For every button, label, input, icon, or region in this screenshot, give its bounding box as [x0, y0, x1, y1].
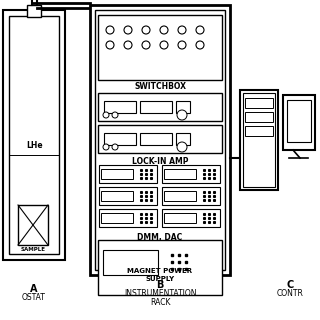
Circle shape	[103, 112, 109, 118]
Text: B: B	[156, 280, 164, 290]
Bar	[98, 240, 222, 295]
Bar	[283, 95, 315, 150]
Bar	[18, 205, 48, 245]
Bar	[99, 165, 157, 183]
Bar	[245, 126, 273, 136]
Circle shape	[106, 26, 114, 34]
Bar	[90, 5, 230, 275]
Circle shape	[142, 26, 150, 34]
Text: INSTRUMENTATION: INSTRUMENTATION	[124, 289, 196, 298]
Circle shape	[177, 110, 187, 120]
Bar	[164, 169, 196, 179]
Bar	[140, 101, 172, 113]
Circle shape	[160, 41, 168, 49]
Text: SAMPLE: SAMPLE	[20, 247, 45, 252]
Bar	[104, 101, 136, 113]
Bar	[99, 187, 157, 205]
Bar	[176, 133, 190, 145]
Text: SWITCHBOX: SWITCHBOX	[134, 82, 186, 91]
Text: DMM, DAC: DMM, DAC	[137, 233, 183, 242]
Bar	[245, 98, 273, 108]
Circle shape	[124, 41, 132, 49]
Text: SUPPLY: SUPPLY	[145, 276, 175, 282]
Bar	[162, 165, 220, 183]
Text: A: A	[30, 284, 38, 294]
Bar	[104, 133, 136, 145]
Circle shape	[142, 41, 150, 49]
Circle shape	[178, 41, 186, 49]
Bar	[162, 187, 220, 205]
Bar	[98, 15, 222, 80]
Text: LOCK-IN AMP: LOCK-IN AMP	[132, 157, 188, 166]
Bar	[98, 125, 222, 153]
Text: MAGNET POWER: MAGNET POWER	[127, 268, 193, 274]
Circle shape	[112, 112, 118, 118]
Text: RACK: RACK	[150, 298, 170, 307]
Bar	[245, 112, 273, 122]
Text: OSTAT: OSTAT	[22, 293, 46, 302]
Bar	[9, 16, 59, 254]
Circle shape	[124, 26, 132, 34]
Bar	[101, 169, 133, 179]
Bar	[162, 209, 220, 227]
Bar	[101, 213, 133, 223]
Bar	[3, 10, 65, 260]
Bar	[176, 101, 190, 113]
Text: LHe: LHe	[27, 141, 43, 150]
Text: CONTR: CONTR	[276, 289, 303, 298]
Bar	[98, 93, 222, 121]
Circle shape	[160, 26, 168, 34]
Circle shape	[196, 41, 204, 49]
Bar	[99, 209, 157, 227]
Bar	[240, 90, 278, 190]
Circle shape	[106, 41, 114, 49]
Text: C: C	[286, 280, 294, 290]
Bar	[101, 191, 133, 201]
Bar	[27, 5, 41, 17]
Circle shape	[112, 144, 118, 150]
Bar	[103, 250, 158, 275]
Bar	[243, 93, 275, 187]
Bar	[140, 133, 172, 145]
Circle shape	[178, 26, 186, 34]
Bar	[95, 10, 225, 270]
Circle shape	[177, 142, 187, 152]
Circle shape	[103, 144, 109, 150]
Circle shape	[196, 26, 204, 34]
Bar	[164, 213, 196, 223]
Bar	[164, 191, 196, 201]
Bar	[287, 100, 311, 142]
